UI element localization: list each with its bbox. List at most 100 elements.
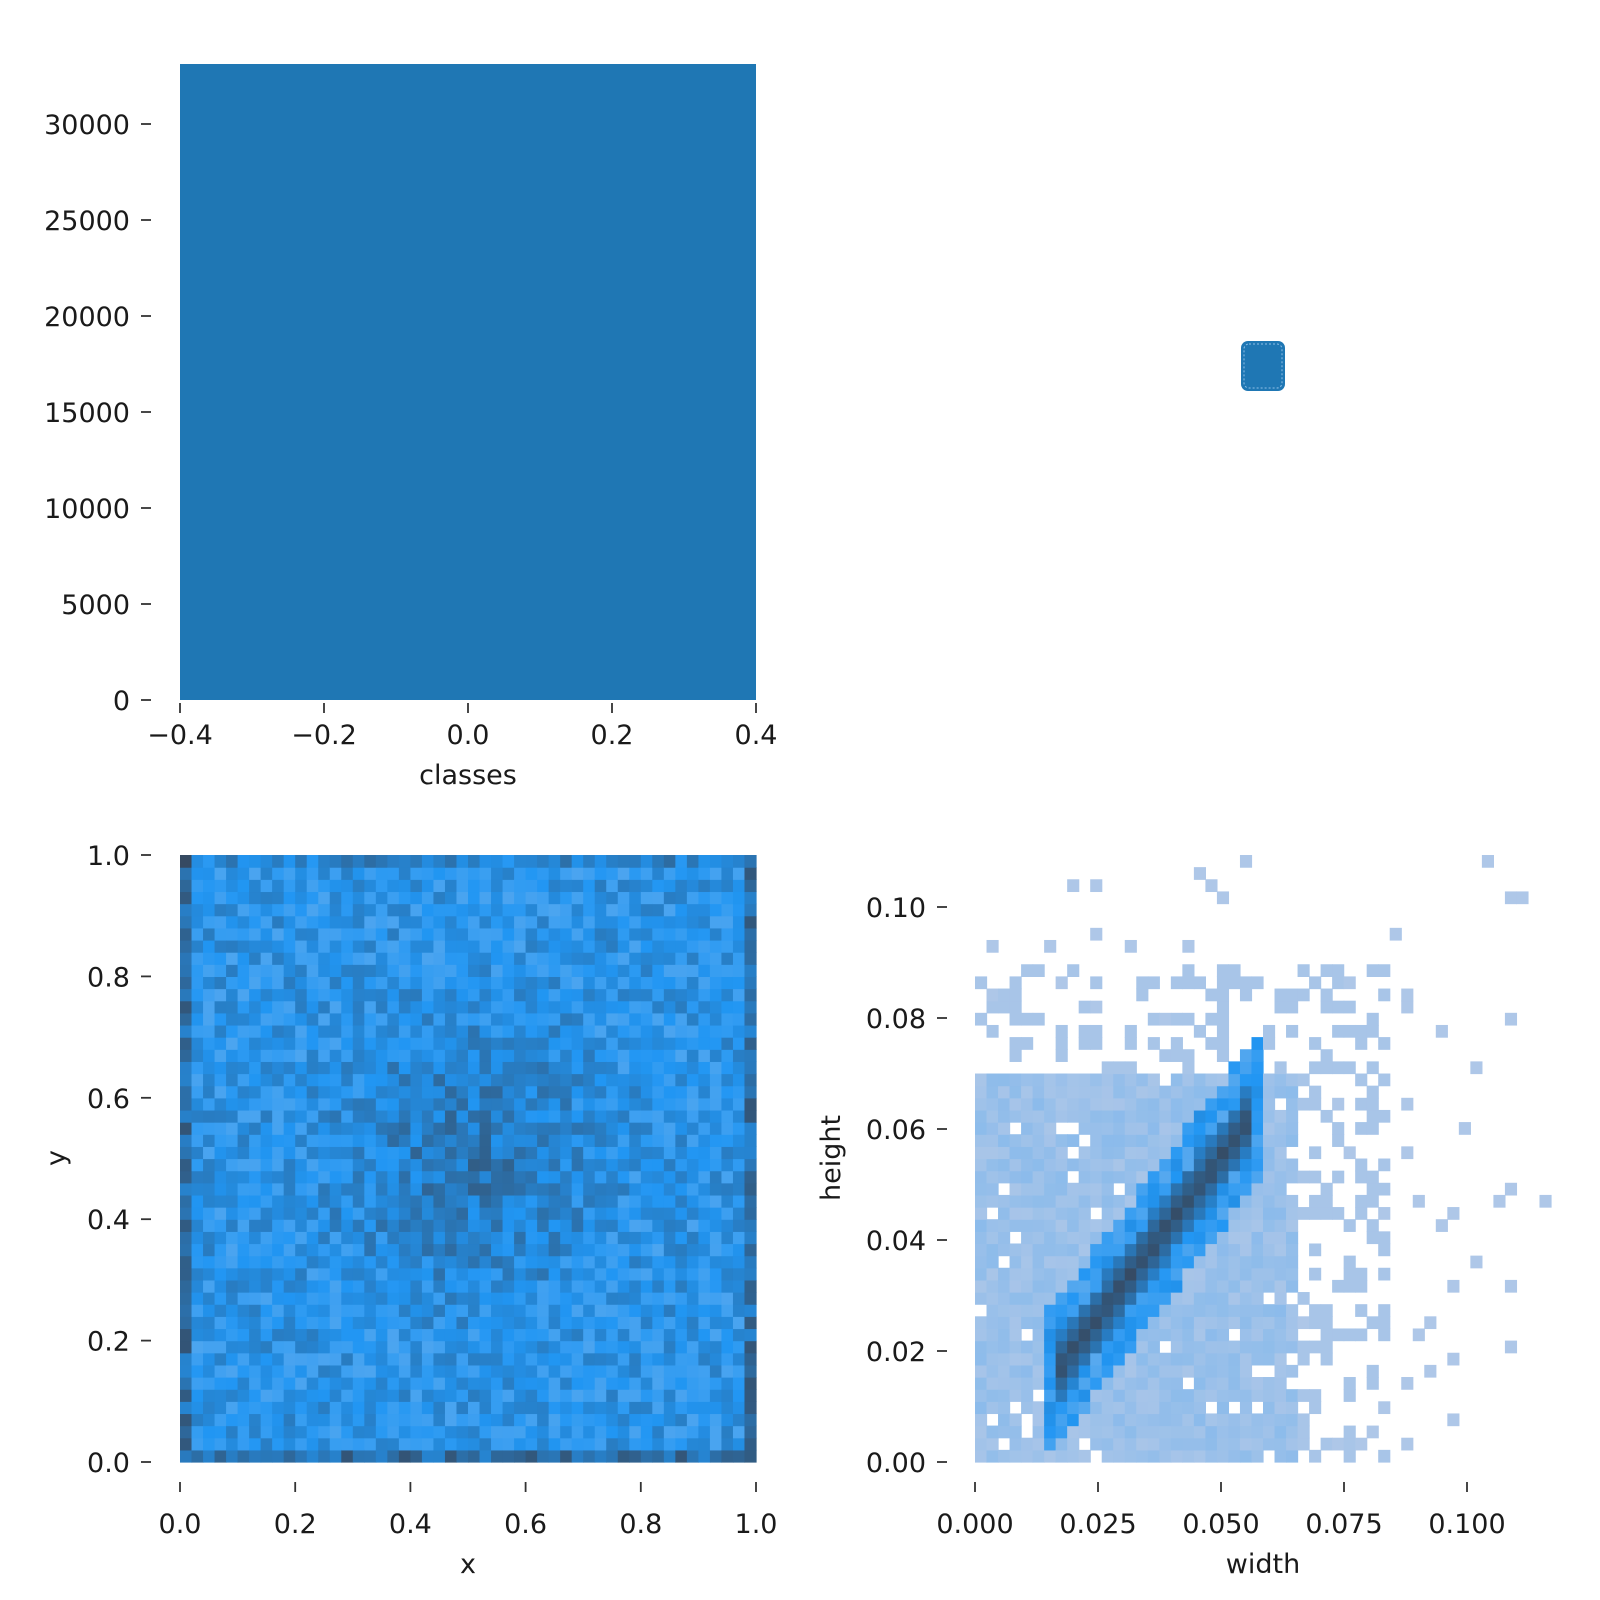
heatmap-cell	[283, 1243, 296, 1257]
heatmap-cell	[1263, 1328, 1276, 1342]
heatmap-cell	[364, 1049, 377, 1062]
heatmap-cell	[548, 976, 561, 990]
heatmap-cell	[1205, 1255, 1218, 1269]
heatmap-cell	[260, 1401, 273, 1415]
heatmap-cell	[1216, 1389, 1230, 1402]
heatmap-cell	[421, 1049, 435, 1062]
heatmap-cell	[398, 1219, 411, 1232]
heatmap-cell	[1078, 1243, 1091, 1257]
heatmap-cell	[698, 1012, 711, 1026]
heatmap-cell	[226, 1267, 239, 1281]
heatmap-cell	[617, 1073, 630, 1087]
heatmap-cell	[226, 1219, 239, 1232]
heatmap-cell	[709, 1158, 723, 1172]
heatmap-cell	[272, 1377, 285, 1390]
heatmap-cell	[203, 1279, 216, 1293]
heatmap-cell	[617, 1449, 630, 1463]
heatmap-cell	[606, 1194, 619, 1208]
heatmap-cell	[1113, 1279, 1126, 1293]
heatmap-cell	[1124, 1085, 1137, 1099]
heatmap-cell	[237, 1170, 250, 1184]
heatmap-cell	[410, 952, 423, 965]
heatmap-cell	[226, 1182, 239, 1196]
heatmap-cell	[629, 867, 642, 880]
heatmap-cell	[721, 1413, 734, 1427]
heatmap-cell	[744, 1158, 757, 1172]
heatmap-cell	[352, 1207, 365, 1220]
heatmap-cell	[468, 1255, 481, 1269]
heatmap-cell	[214, 1413, 227, 1427]
heatmap-cell	[318, 867, 331, 880]
heatmap-cell	[203, 1316, 216, 1330]
heatmap-cell	[456, 879, 469, 893]
heatmap-cell	[468, 879, 481, 893]
heatmap-cell	[421, 1085, 435, 1099]
heatmap-cell	[640, 1231, 653, 1245]
heatmap-cell	[709, 1425, 723, 1439]
heatmap-cell	[1263, 1413, 1276, 1427]
heatmap-cell	[329, 1449, 342, 1463]
heatmap-cell	[1182, 1389, 1195, 1402]
heatmap-cell	[398, 1109, 411, 1123]
heatmap-cell	[1297, 1340, 1310, 1354]
heatmap-cell	[329, 1437, 342, 1451]
heatmap-cell	[468, 1049, 481, 1062]
heatmap-cell	[1055, 1231, 1068, 1245]
heatmap-cell	[675, 1304, 688, 1317]
heatmap-cell	[352, 1316, 365, 1330]
heatmap-cell	[675, 1122, 688, 1135]
heatmap-cell	[1205, 1122, 1218, 1135]
heatmap-cell	[203, 1364, 216, 1378]
heatmap-cell	[203, 1377, 216, 1390]
heatmap-cell	[433, 1401, 446, 1415]
heatmap-cell	[571, 1024, 584, 1038]
heatmap-cell	[410, 1134, 423, 1147]
heatmap-cell	[1182, 964, 1195, 977]
heatmap-cell	[686, 1255, 699, 1269]
heatmap-cell	[491, 1109, 504, 1123]
heatmap-cell	[1113, 1122, 1126, 1135]
heatmap-cell	[352, 855, 365, 868]
heatmap-cell	[594, 855, 607, 868]
heatmap-cell	[226, 964, 239, 977]
heatmap-cell	[214, 1316, 227, 1330]
heatmap-cell	[663, 1304, 676, 1317]
heatmap-cell	[203, 976, 216, 990]
heatmap-cell	[272, 1340, 285, 1354]
heatmap-cell	[1159, 1012, 1172, 1026]
heatmap-cell	[686, 952, 699, 965]
heatmap-cell	[272, 1049, 285, 1062]
heatmap-cell	[364, 1425, 377, 1439]
y-tick-label: 0.2	[87, 1327, 130, 1358]
heatmap-cell	[191, 1279, 204, 1293]
heatmap-cell	[548, 1267, 561, 1281]
heatmap-cell	[1366, 1219, 1379, 1232]
heatmap-cell	[560, 1012, 573, 1026]
heatmap-cell	[352, 1012, 365, 1026]
heatmap-cell	[1216, 1158, 1230, 1172]
heatmap-cell	[652, 891, 665, 905]
heatmap-cell	[180, 1122, 193, 1135]
heatmap-cell	[744, 1316, 757, 1330]
heatmap-cell	[306, 1219, 319, 1232]
heatmap-cell	[548, 952, 561, 965]
heatmap-cell	[663, 1134, 676, 1147]
heatmap-cell	[1009, 1377, 1022, 1390]
heatmap-cell	[295, 1389, 308, 1402]
heatmap-cell	[491, 1182, 504, 1196]
heatmap-cell	[1274, 1134, 1287, 1147]
heatmap-cell	[306, 1182, 319, 1196]
heatmap-cell	[1355, 1194, 1368, 1208]
heatmap-cell	[491, 1207, 504, 1220]
heatmap-cell	[1343, 1146, 1356, 1160]
heatmap-cell	[525, 891, 538, 905]
heatmap-cell	[1009, 1267, 1022, 1281]
heatmap-cell	[387, 1012, 400, 1026]
heatmap-cell	[180, 1146, 193, 1160]
heatmap-cell	[1044, 1158, 1057, 1172]
heatmap-cell	[1182, 1085, 1195, 1099]
heatmap-cell	[433, 1170, 446, 1184]
heatmap-cell	[583, 1231, 596, 1245]
heatmap-cell	[237, 1449, 250, 1463]
heatmap-cell	[1332, 1134, 1345, 1147]
